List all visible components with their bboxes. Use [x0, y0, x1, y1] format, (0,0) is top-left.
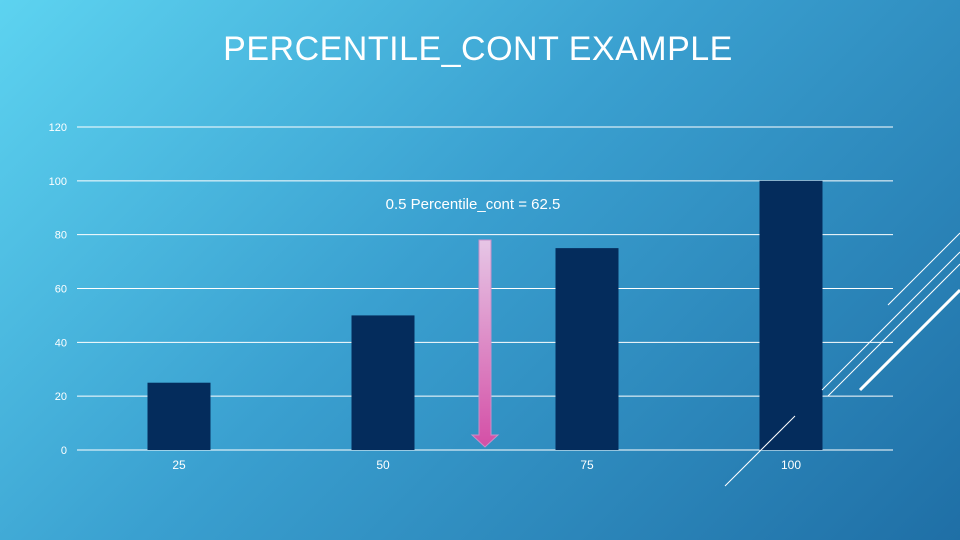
y-tick-label: 120	[49, 122, 67, 134]
bar	[351, 315, 415, 450]
annotation: 0.5 Percentile_cont = 62.5	[386, 196, 561, 448]
y-tick-label: 0	[61, 445, 67, 457]
bar	[759, 180, 823, 451]
x-tick-label: 50	[376, 458, 390, 472]
y-tick-label: 100	[49, 176, 67, 188]
y-axis-ticks: 0 20 40 60 80 100 120	[49, 122, 67, 457]
x-tick-label: 75	[580, 458, 594, 472]
bars	[147, 180, 823, 451]
y-tick-label: 20	[55, 391, 67, 403]
x-tick-label: 100	[781, 458, 801, 472]
decorative-lines	[724, 232, 960, 487]
decor-line	[821, 251, 960, 391]
y-tick-label: 40	[55, 337, 67, 349]
bar	[555, 248, 619, 450]
percentile-annotation-label: 0.5 Percentile_cont = 62.5	[386, 196, 561, 213]
decor-line	[858, 288, 960, 392]
decor-line	[827, 263, 960, 397]
bar	[147, 382, 211, 450]
x-axis-ticks: 25 50 75 100	[172, 458, 801, 472]
x-tick-label: 25	[172, 458, 186, 472]
decor-line	[724, 415, 796, 487]
slide-title: PERCENTILE_CONT EXAMPLE	[223, 30, 733, 68]
y-tick-label: 80	[55, 230, 67, 242]
percentile-arrow	[470, 239, 500, 448]
decor-line	[887, 232, 960, 306]
y-tick-label: 60	[55, 284, 67, 296]
